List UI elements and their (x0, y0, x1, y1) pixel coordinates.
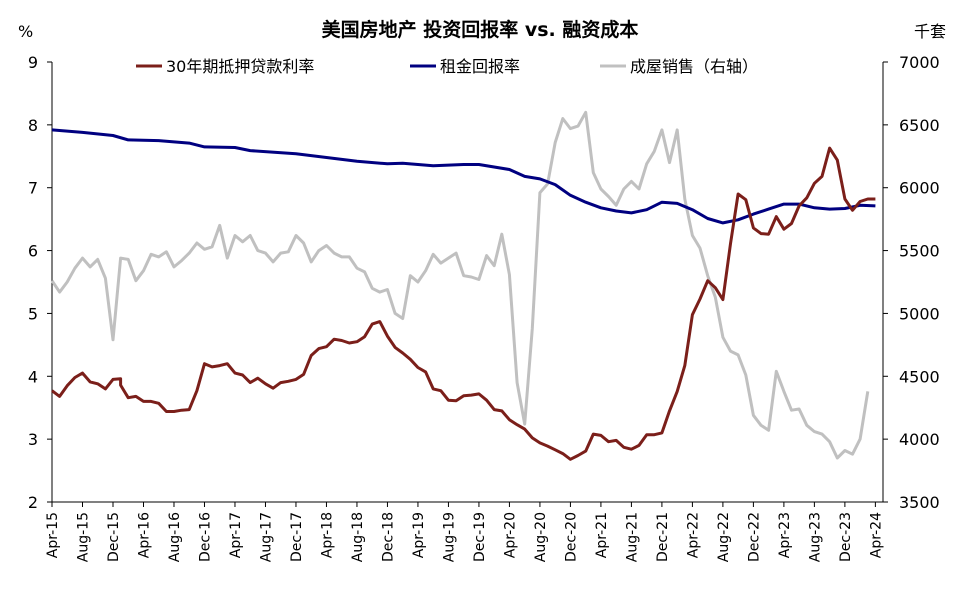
x-tick-label: Dec-21 (655, 512, 671, 562)
x-tick-label: Aug-21 (624, 512, 640, 562)
x-tick-label: Aug-19 (441, 512, 457, 562)
right-tick-label: 6000 (899, 179, 940, 198)
right-tick-label: 5500 (899, 242, 940, 261)
right-tick-label: 5000 (899, 304, 940, 323)
x-tick-label: Aug-17 (258, 512, 274, 562)
legend-item-existing-home-sales: 成屋销售（右轴） (600, 57, 758, 76)
right-tick-label: 6500 (899, 116, 940, 135)
left-tick-label: 6 (28, 242, 38, 261)
legend: 30年期抵押贷款利率 租金回报率 成屋销售（右轴） (136, 57, 758, 76)
x-tick-label: Apr-21 (594, 512, 610, 558)
legend-label-rent-yield: 租金回报率 (440, 57, 520, 76)
legend-item-mortgage: 30年期抵押贷款利率 (136, 57, 314, 76)
left-tick-label: 3 (28, 430, 38, 449)
chart-title: 美国房地产 投资回报率 vs. 融资成本 (322, 18, 639, 41)
series-mortgage-rate (51, 146, 876, 461)
right-axis-unit: 千套 (914, 22, 946, 41)
x-tick-label: Dec-15 (106, 512, 122, 562)
right-tick-label: 3500 (899, 493, 940, 512)
left-tick-label: 5 (28, 304, 38, 323)
left-tick-label: 2 (28, 493, 38, 512)
x-tick-label: Aug-20 (533, 512, 549, 562)
left-tick-label: 7 (28, 179, 38, 198)
x-tick-label: Dec-19 (472, 512, 488, 562)
left-tick-label: 9 (28, 53, 38, 72)
x-tick-label: Aug-16 (167, 512, 183, 562)
x-tick-label: Apr-20 (502, 512, 518, 558)
left-axis-unit: % (18, 22, 33, 41)
series-layer (50, 110, 876, 461)
x-tick-label: Aug-18 (350, 512, 366, 562)
x-tick-label: Aug-15 (75, 512, 91, 562)
legend-item-rent-yield: 租金回报率 (410, 57, 520, 76)
x-tick-label: Dec-20 (563, 512, 579, 562)
x-tick-label: Dec-22 (746, 512, 762, 562)
series-existing-home-sales (50, 110, 870, 460)
x-tick-label: Apr-15 (45, 512, 61, 558)
legend-label-mortgage: 30年期抵押贷款利率 (166, 57, 314, 76)
axes: 2 3 4 5 6 7 8 9 3500 4000 4500 5000 5500 6000 6500 7000… (28, 53, 940, 562)
right-tick-label: 4500 (899, 367, 940, 386)
x-tick-label: Apr-23 (777, 512, 793, 558)
x-tick-label: Apr-24 (868, 512, 884, 558)
x-tick-label: Apr-17 (228, 512, 244, 558)
x-tick-label: Apr-18 (319, 512, 335, 558)
x-tick-label: Apr-22 (685, 512, 701, 558)
legend-label-existing-home-sales: 成屋销售（右轴） (630, 57, 758, 76)
x-tick-label: Aug-22 (716, 512, 732, 562)
x-tick-label: Dec-23 (838, 512, 854, 562)
right-tick-label: 4000 (899, 430, 940, 449)
series-rent-yield (51, 128, 876, 225)
left-tick-label: 8 (28, 116, 38, 135)
x-tick-label: Dec-17 (289, 512, 305, 562)
x-tick-label: Aug-23 (807, 512, 823, 562)
x-tick-label: Dec-16 (197, 512, 213, 562)
x-tick-label: Apr-19 (411, 512, 427, 558)
x-tick-label: Apr-16 (136, 512, 152, 558)
right-tick-label: 7000 (899, 53, 940, 72)
x-tick-label: Dec-18 (380, 512, 396, 562)
left-tick-label: 4 (28, 367, 38, 386)
